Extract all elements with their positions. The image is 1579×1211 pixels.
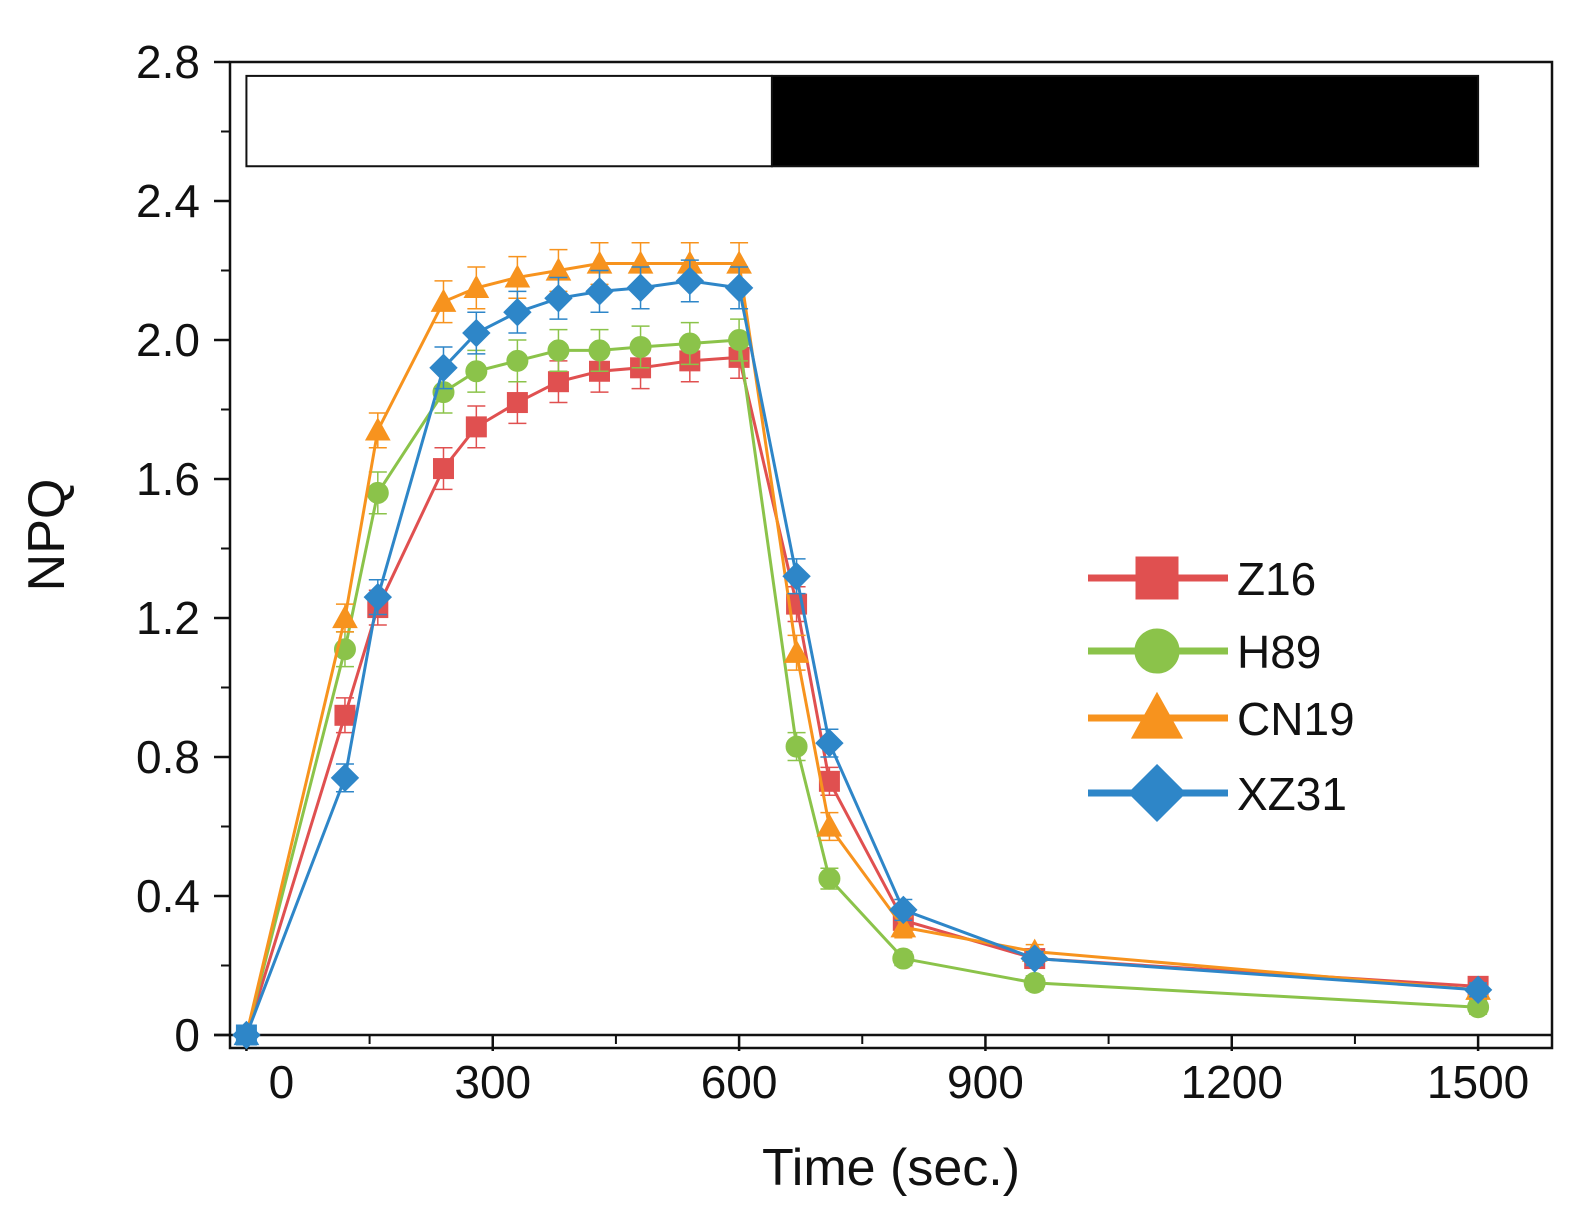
- data-point: [782, 562, 811, 591]
- data-point: [588, 339, 611, 362]
- series-line-cn19: [244, 262, 1479, 1036]
- dark-period-bar: [770, 74, 1480, 168]
- y-tick-label: 0.8: [136, 731, 200, 783]
- x-axis-title: Time (sec.): [762, 1139, 1020, 1197]
- data-point: [504, 264, 531, 288]
- data-point: [1023, 971, 1046, 994]
- data-point: [547, 371, 569, 393]
- data-point: [429, 353, 458, 383]
- legend-swatch-marker: [1127, 763, 1187, 823]
- data-point: [332, 604, 358, 629]
- data-point: [232, 1020, 261, 1050]
- legend-item-cn19: CN19: [1088, 691, 1355, 745]
- data-point: [1463, 975, 1493, 1005]
- y-tick-label: 0: [174, 1009, 200, 1061]
- data-point: [783, 639, 810, 663]
- x-tick-label: 1200: [1181, 1056, 1283, 1108]
- legend-label: XZ31: [1237, 768, 1347, 820]
- light-period-bar: [245, 74, 773, 168]
- y-tick-label: 1.2: [136, 592, 200, 644]
- data-point: [678, 332, 701, 355]
- legend-swatch-marker: [1130, 691, 1184, 739]
- data-point: [465, 416, 487, 438]
- series-xz31: [232, 259, 1493, 1050]
- data-point: [465, 360, 488, 383]
- series-line-z16: [244, 355, 1479, 1036]
- x-tick-label: 900: [947, 1056, 1024, 1108]
- series-line-xz31: [245, 279, 1479, 1036]
- x-tick-label: 600: [701, 1056, 778, 1108]
- legend-label: H89: [1237, 626, 1321, 678]
- data-point: [815, 728, 844, 758]
- data-point: [364, 417, 391, 441]
- data-point: [890, 914, 917, 938]
- data-point: [1020, 944, 1049, 973]
- series-z16: [235, 335, 1489, 1046]
- data-point: [330, 763, 360, 793]
- y-tick-label: 2.8: [136, 36, 200, 88]
- y-tick-label: 1.6: [136, 453, 200, 505]
- y-tick-label: 2.4: [136, 175, 200, 227]
- data-point: [462, 318, 491, 348]
- data-point: [363, 582, 393, 612]
- data-point: [728, 329, 751, 351]
- data-point: [818, 867, 841, 890]
- x-tick-label: 0: [269, 1056, 295, 1108]
- legend-item-xz31: XZ31: [1088, 763, 1347, 823]
- data-point: [503, 297, 532, 327]
- series-layer: [232, 241, 1493, 1050]
- data-point: [334, 704, 356, 726]
- data-point: [544, 284, 573, 313]
- data-point: [547, 339, 570, 362]
- data-point: [506, 349, 529, 372]
- x-axis: 0 300 600 900 1200 1500: [214, 1033, 1552, 1108]
- legend-item-z16: Z16: [1088, 553, 1316, 605]
- data-point: [724, 273, 754, 303]
- data-point: [892, 947, 915, 970]
- plot-frame: [228, 60, 1554, 1050]
- y-tick-label: 0.4: [136, 870, 200, 922]
- data-point: [629, 335, 652, 358]
- data-point: [430, 288, 457, 312]
- legend-label: Z16: [1237, 553, 1316, 605]
- series-line-h89: [244, 338, 1479, 1036]
- data-point: [626, 273, 655, 303]
- data-point: [463, 274, 490, 298]
- legend-label: CN19: [1237, 693, 1355, 745]
- data-point: [432, 458, 454, 480]
- data-point: [889, 895, 918, 925]
- y-axis-title: NPQ: [18, 479, 76, 592]
- x-tick-label: 1500: [1427, 1056, 1529, 1108]
- legend-swatch-marker: [1134, 628, 1180, 674]
- data-point: [675, 266, 705, 296]
- y-axis: 0 0.4 0.8 1.2 1.6 2.0 2.4 2.8: [136, 36, 230, 1061]
- legend: Z16 H89 CN19 XZ31: [1088, 553, 1355, 823]
- legend-swatch-marker: [1135, 556, 1179, 600]
- legend-item-h89: H89: [1088, 626, 1321, 678]
- y-tick-label: 2.0: [136, 314, 200, 366]
- data-point: [506, 392, 528, 414]
- data-point: [816, 813, 843, 837]
- data-point: [585, 277, 614, 306]
- data-point: [785, 735, 808, 758]
- light-dark-bar: [245, 74, 1480, 168]
- x-tick-label: 300: [454, 1056, 531, 1108]
- data-point: [366, 481, 389, 504]
- series-h89: [235, 318, 1490, 1046]
